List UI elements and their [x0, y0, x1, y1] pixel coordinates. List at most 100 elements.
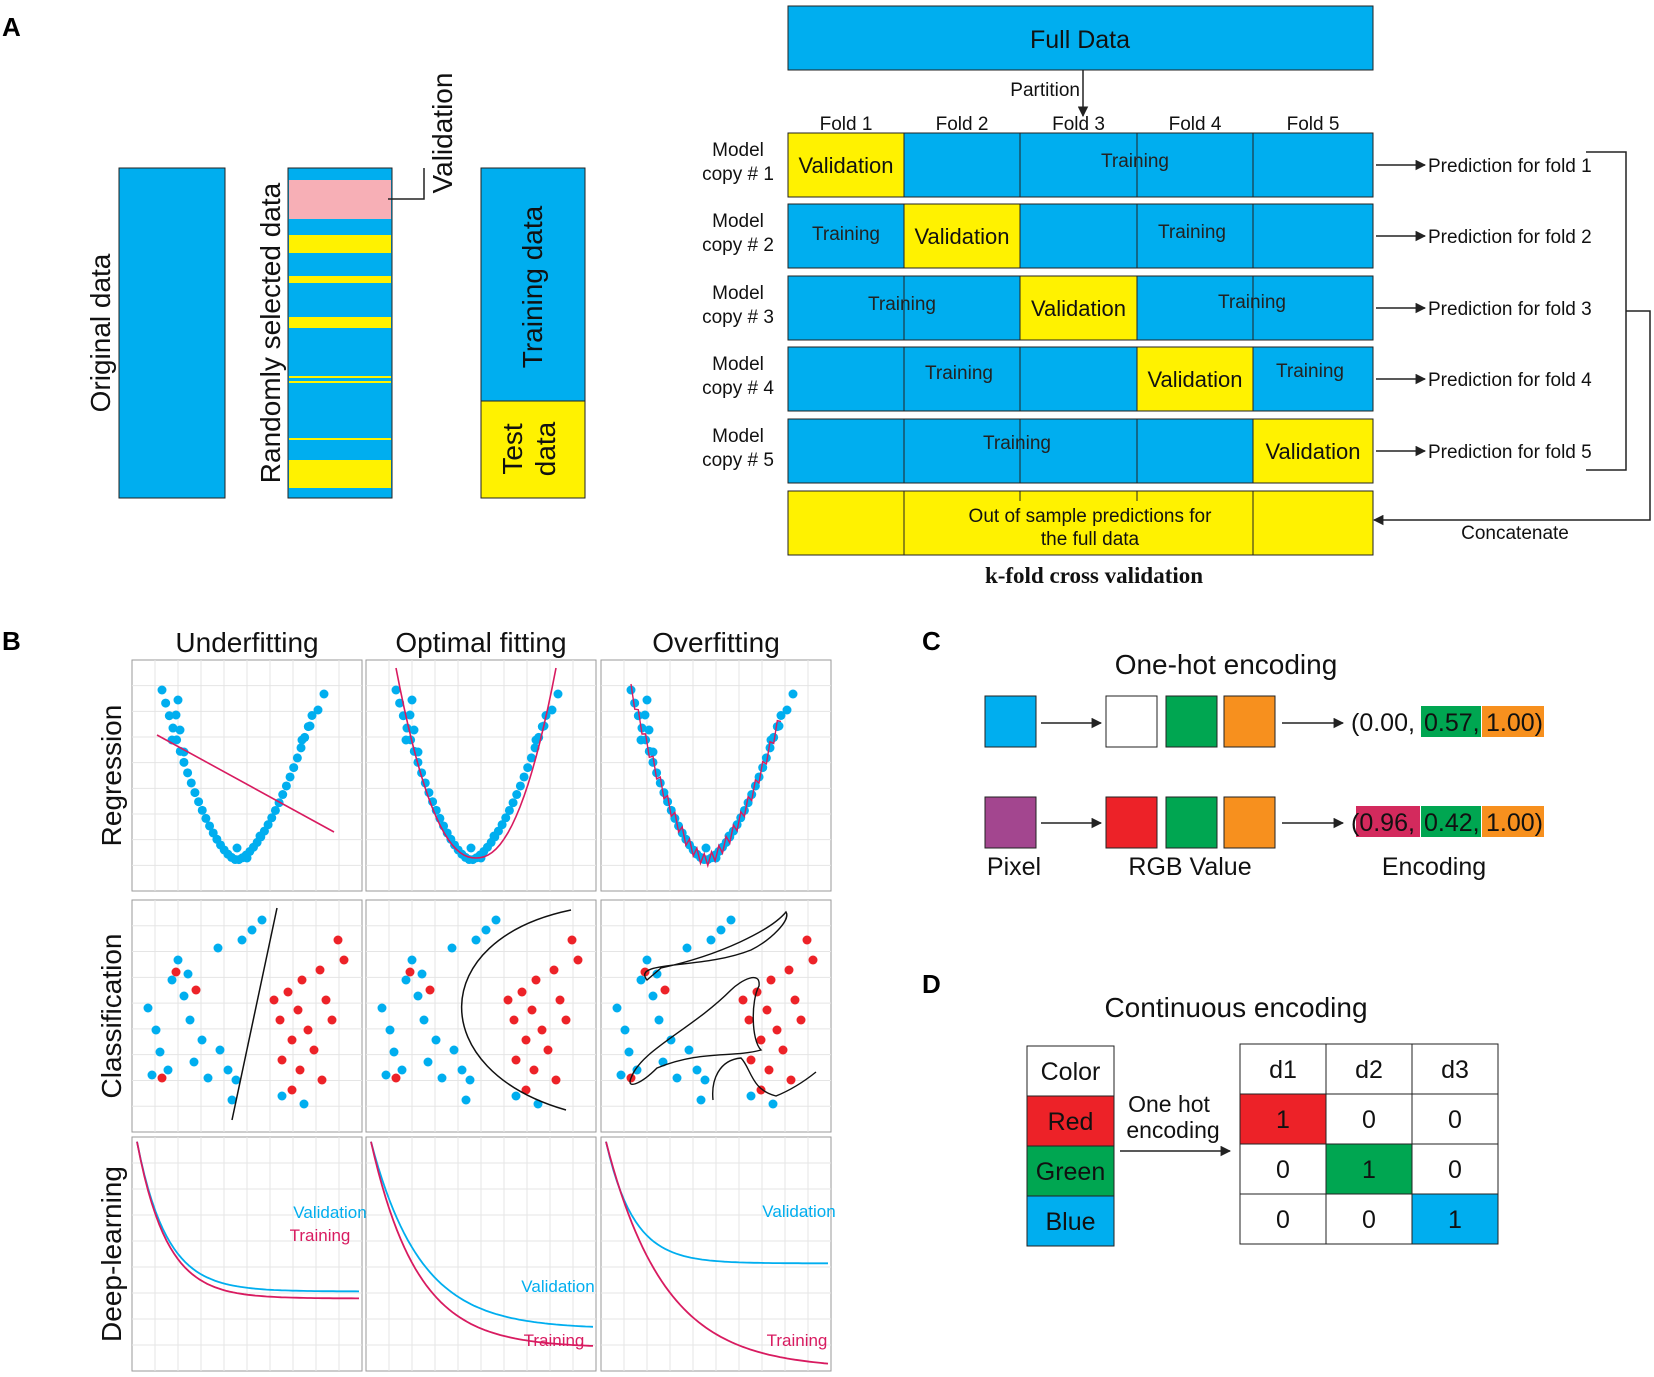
regression-point: [497, 820, 507, 830]
fitting-header: Underfitting: [175, 627, 318, 658]
validation-label-rotated: Validation: [427, 73, 458, 194]
regression-point: [663, 797, 673, 807]
regression-point: [553, 689, 563, 699]
regression-point: [652, 768, 662, 778]
class-point-red: [567, 935, 577, 945]
matrix-cell: [1411, 1193, 1499, 1245]
fitting-header: Optimal fitting: [395, 627, 566, 658]
matrix-header: d3: [1441, 1056, 1469, 1084]
test-data-bar: [480, 400, 586, 499]
class-point-blue: [706, 935, 716, 945]
prediction-label: Prediction for fold 5: [1428, 442, 1592, 463]
class-point-red: [297, 975, 307, 985]
class-point-blue: [652, 969, 662, 979]
regression-point: [523, 763, 533, 773]
matrix-value: 0: [1448, 1156, 1462, 1184]
class-point-red: [317, 1075, 327, 1085]
regression-point: [407, 695, 417, 705]
color-name: Blue: [1045, 1208, 1095, 1236]
class-point-blue: [413, 991, 423, 1001]
overfit-curve: [630, 683, 782, 869]
regression-point: [526, 753, 536, 763]
class-point-red: [555, 995, 565, 1005]
regression-point: [270, 805, 280, 815]
model-label: Model: [712, 426, 764, 447]
matrix-header: d2: [1355, 1056, 1383, 1084]
matrix-cell: [1239, 1143, 1327, 1195]
concatenate-label: Concatenate: [1461, 523, 1569, 544]
original-data-label: Original data: [85, 253, 116, 412]
r-channel-swatch: [1105, 695, 1158, 748]
regression-point: [171, 710, 181, 720]
decision-boundary: [629, 976, 763, 1086]
class-point-blue: [183, 969, 193, 979]
decision-boundary: [644, 910, 788, 982]
class-point-red: [784, 965, 794, 975]
one-hot-label-2: encoding: [1126, 1117, 1219, 1143]
color-name: Green: [1036, 1158, 1105, 1186]
panel-a: A Original data Randomly selected data V…: [2, 5, 1651, 588]
regression-point: [501, 813, 511, 823]
class-point-blue: [155, 1047, 165, 1057]
class-point-red: [537, 1025, 547, 1035]
class-point-red: [786, 1075, 796, 1085]
encoding-label: Encoding: [1382, 853, 1486, 881]
training-fold-label: Training: [868, 294, 936, 315]
class-point-red: [790, 995, 800, 1005]
model-label: copy # 4: [702, 378, 774, 399]
color-header-cell: [1026, 1045, 1115, 1097]
training-fold-label: Training: [983, 433, 1051, 454]
regression-point: [281, 781, 291, 791]
regression-point: [626, 685, 636, 695]
test-data-label: data: [530, 421, 561, 476]
class-point-red: [573, 955, 583, 965]
oos-label-line2: the full data: [1041, 529, 1140, 550]
panel-b-label: B: [2, 626, 21, 656]
model-label: copy # 1: [702, 164, 774, 185]
matrix-value: 1: [1276, 1106, 1290, 1134]
class-point-red: [283, 987, 293, 997]
regression-point: [292, 753, 302, 763]
regression-point: [666, 805, 676, 815]
class-point-blue: [768, 1099, 778, 1109]
regression-point: [489, 831, 499, 841]
training-fold-label: Training: [1218, 292, 1286, 313]
random-stripe: [289, 235, 391, 253]
validation-fold-label: Validation: [1031, 296, 1126, 321]
class-point-red: [764, 1065, 774, 1075]
regression-point: [409, 725, 419, 735]
panel-a-label: A: [2, 12, 21, 42]
class-point-blue: [666, 1035, 676, 1045]
class-point-blue: [461, 1095, 471, 1105]
oos-label-line1: Out of sample predictions for: [969, 506, 1213, 527]
regression-point: [194, 797, 204, 807]
plot-panel: [131, 899, 363, 1133]
fold-headers: Fold 1 Fold 2 Fold 3 Fold 4 Fold 5: [820, 114, 1340, 135]
class-point-red: [309, 1045, 319, 1055]
regression-point: [183, 768, 193, 778]
regression-point: [512, 790, 522, 800]
validation-fold: [1136, 346, 1254, 412]
model-label: copy # 3: [702, 307, 774, 328]
continuous-title: Continuous encoding: [1104, 992, 1367, 1023]
regression-point: [547, 705, 557, 715]
class-point-red: [277, 1055, 287, 1065]
class-point-blue: [648, 991, 658, 1001]
matrix-value: 0: [1362, 1106, 1376, 1134]
regression-point: [285, 772, 295, 782]
regression-point: [173, 695, 183, 705]
training-fold-label: Training: [812, 224, 880, 245]
regression-point: [405, 710, 415, 720]
class-point-blue: [447, 943, 457, 953]
color-name: Red: [1048, 1108, 1094, 1136]
training-data-label: Training data: [517, 205, 548, 368]
validation-fold-label: Validation: [1148, 367, 1243, 392]
kfold-rows: Validation Training Model copy # 1 Predictio…: [702, 132, 1592, 484]
panel-c-label: C: [922, 626, 941, 656]
regression-point: [289, 763, 299, 773]
class-point-red: [391, 1073, 401, 1083]
one-hot-label-1: One hot: [1128, 1091, 1210, 1117]
class-point-red: [503, 995, 513, 1005]
plot-panel: [131, 659, 363, 892]
validation-block: [289, 180, 391, 219]
